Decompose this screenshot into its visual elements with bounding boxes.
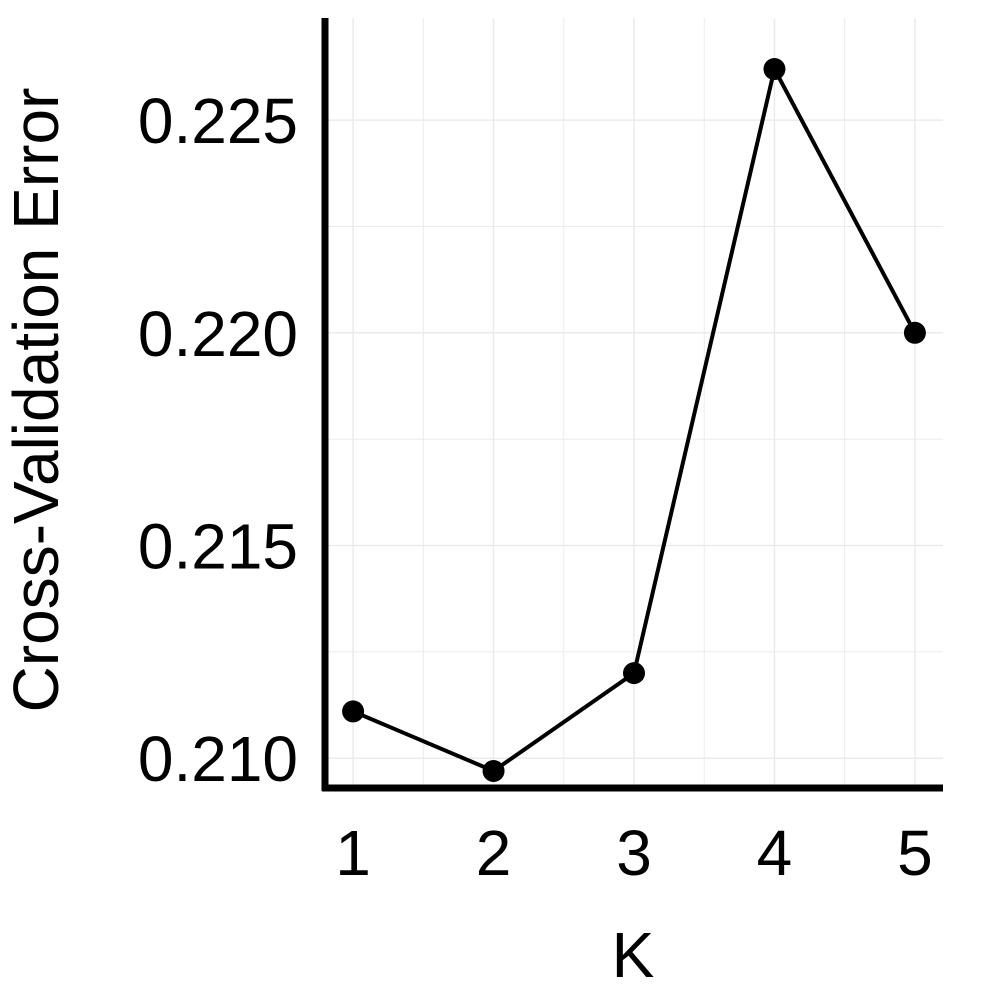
data-point [623, 662, 645, 685]
axes [321, 18, 943, 792]
y-tick-label: 0.210 [138, 723, 298, 795]
y-tick-label: 0.215 [138, 511, 298, 583]
y-tick-label: 0.220 [138, 298, 298, 370]
grid-lines [325, 18, 943, 788]
data-point [763, 58, 786, 81]
data-point [342, 700, 365, 723]
series-layer [342, 58, 926, 782]
y-tick-label: 0.225 [138, 85, 298, 157]
x-tick-label: 1 [335, 817, 371, 889]
y-axis-title: Cross-Validation Error [0, 88, 72, 713]
x-tick-label: 3 [616, 817, 652, 889]
x-tick-label: 5 [897, 817, 933, 889]
x-tick-label: 4 [757, 817, 793, 889]
x-axis-title: K [612, 919, 655, 991]
tick-labels: 1 2 3 4 5 0.210 0.215 0.220 0.225 [138, 85, 933, 889]
data-point [482, 759, 505, 782]
data-point [903, 321, 926, 344]
x-tick-label: 2 [476, 817, 512, 889]
